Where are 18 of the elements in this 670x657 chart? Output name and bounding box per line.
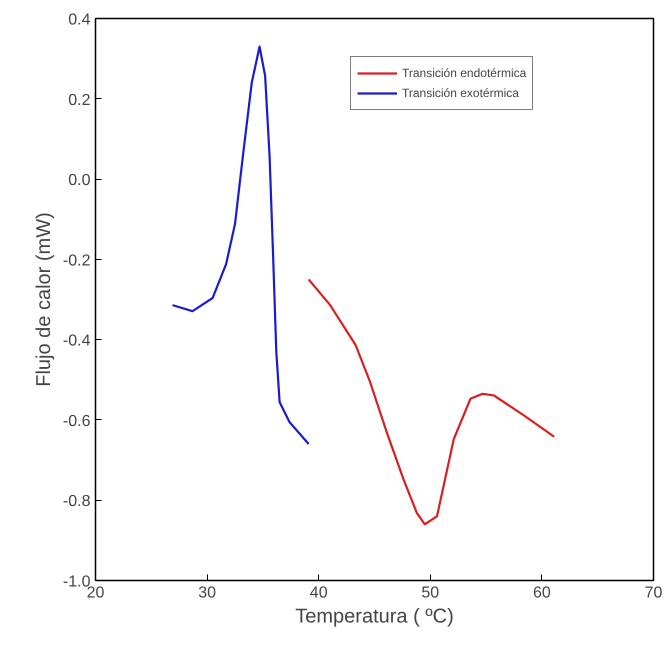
x-tick-label: 30: [198, 584, 216, 602]
x-tick-label: 40: [310, 584, 328, 602]
y-axis-title: Flujo de calor (mW): [32, 212, 55, 387]
y-tick-label: 0.2: [68, 92, 91, 109]
x-tick-label: 60: [533, 584, 551, 602]
x-axis-title: Temperatura ( ºC): [295, 606, 454, 628]
x-tick-label: 70: [644, 584, 662, 602]
legend-label: Transición endotérmica: [402, 66, 526, 80]
y-tick-label: -0.4: [62, 332, 91, 350]
line-series: [171, 46, 310, 446]
y-tick-label: -0.8: [62, 493, 91, 510]
legend-label: Transición exotérmica: [402, 86, 519, 100]
x-tick-label: 50: [421, 584, 440, 602]
y-tick-label: -0.2: [62, 252, 91, 270]
y-tick-label: -0.6: [62, 412, 91, 430]
y-tick-label: 0.4: [68, 12, 91, 28]
line-series: [308, 278, 556, 526]
y-tick-label: 0.0: [68, 172, 91, 190]
